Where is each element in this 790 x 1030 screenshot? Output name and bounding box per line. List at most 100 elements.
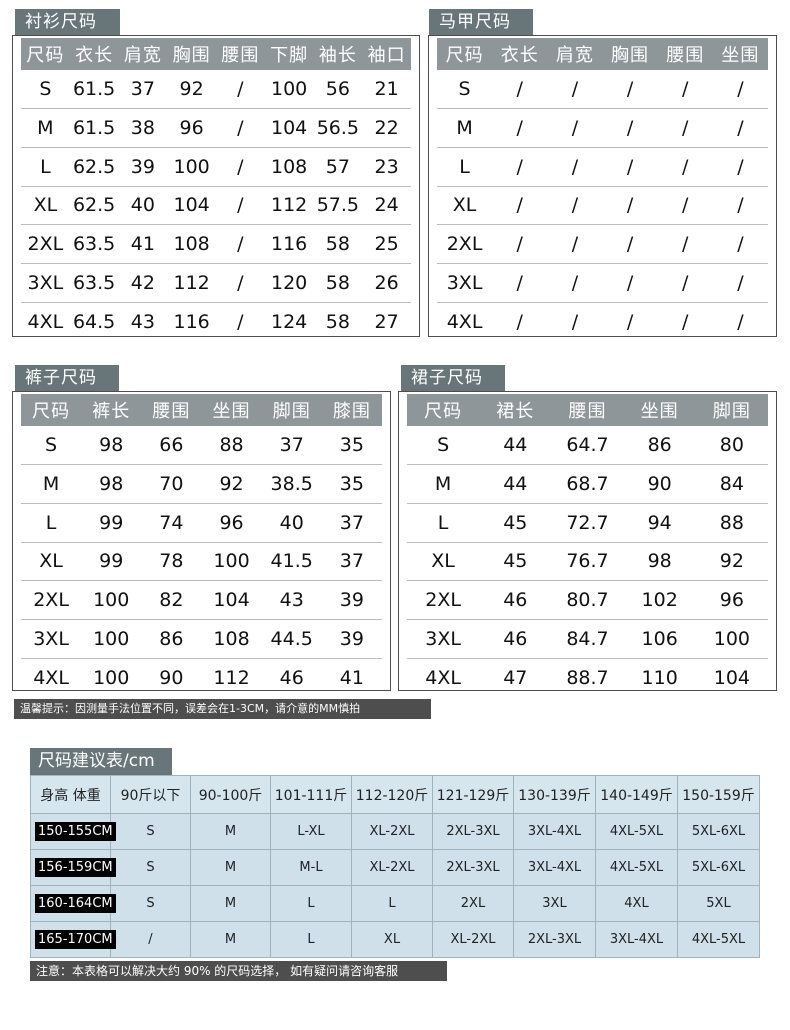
measurement-cell: / xyxy=(547,224,603,264)
measurement-cell: / xyxy=(657,224,713,264)
recommended-size-cell: M xyxy=(190,885,271,922)
column-header: 坐围 xyxy=(623,394,696,426)
measurement-cell: 86 xyxy=(141,619,202,659)
measurement-cell: 43 xyxy=(130,310,155,333)
skirt-size-tab: 裙子尺码 xyxy=(401,365,505,391)
size-label-cell: S xyxy=(21,70,70,110)
size-label-cell: 2XL xyxy=(21,224,70,264)
column-header: 坐围 xyxy=(712,38,768,70)
size-label-cell: L xyxy=(21,147,70,187)
shirt-size-tab: 衬衫尺码 xyxy=(15,9,120,35)
measurement-cell: 37 xyxy=(321,503,382,543)
measurement-cell: 64.5 xyxy=(72,310,116,333)
measurement-cell: / xyxy=(657,186,713,226)
column-header: 下脚 xyxy=(264,38,314,70)
measurement-cell: 104 xyxy=(167,186,216,226)
size-label-cell: 4XL xyxy=(446,310,483,333)
measurement-cell: / xyxy=(516,310,523,333)
measurement-cell: / xyxy=(712,224,768,264)
recommended-size-cell: XL-2XL xyxy=(351,849,433,886)
recommended-size-cell: 4XL-5XL xyxy=(677,921,760,958)
table-row: M 61.5 38 96/104 56.5 22 xyxy=(21,108,411,148)
measurement-cell: 44.5 xyxy=(261,619,322,659)
table-row: 3XL 100 86 108 44.5 39 xyxy=(21,619,382,659)
measurement-cell: / xyxy=(492,108,548,148)
measurement-cell: / xyxy=(237,310,244,333)
size-label-cell: S xyxy=(21,426,82,466)
size-label-cell: 4XL xyxy=(33,666,69,689)
measurement-cell: 21 xyxy=(362,70,411,110)
height-cell: 165-170CM xyxy=(30,921,116,958)
weight-header-cell: 90-100斤 xyxy=(190,775,271,814)
measurement-cell: 37 xyxy=(118,70,168,110)
column-header: 肩宽 xyxy=(547,38,603,70)
recommended-size-cell: M xyxy=(190,921,271,958)
recommended-size-cell: XL-2XL xyxy=(432,921,514,958)
recommend-row: 160-164CM S M L L 2XL 3XL 4XL 5XL xyxy=(30,885,760,922)
column-header: 衣长 xyxy=(492,38,548,70)
size-label-cell: 4XL xyxy=(425,666,461,689)
measurement-cell: / xyxy=(216,224,265,264)
column-header: 脚围 xyxy=(695,394,768,426)
recommended-size-cell: 4XL-5XL xyxy=(595,813,678,850)
size-label-cell: 2XL xyxy=(437,224,493,264)
measurement-cell: / xyxy=(547,70,603,110)
table-header-row: 尺码 衣长 肩宽 胸围 腰围 坐围 xyxy=(437,38,768,70)
measurement-cell: 88 xyxy=(201,426,262,466)
measurement-cell: 96 xyxy=(695,580,768,620)
table-row: 2XL / / / / / xyxy=(437,224,768,264)
table-row: S 61.5 37 92/100 56 21 xyxy=(21,70,411,110)
table-row: M 98 70 92 38.5 35 xyxy=(21,464,382,504)
recommended-size-cell: L xyxy=(351,885,433,922)
measurement-cell: 40 xyxy=(118,186,168,226)
measurement-cell: 58 xyxy=(313,224,363,264)
table-header-row: 尺码 裤长 腰围 坐围 脚围 膝围 xyxy=(21,394,382,426)
weight-header-cell: 90斤以下 xyxy=(110,775,191,814)
measurement-cell: 98 xyxy=(623,542,696,582)
recommended-size-cell: M xyxy=(190,849,271,886)
recommended-size-cell: XL-2XL xyxy=(351,813,433,850)
recommended-size-cell: 5XL xyxy=(677,885,760,922)
skirt-size-frame: 尺码 裙长 腰围 坐围 脚围 S 44 64.7 86 80 M 44 68.7 90 84 L 45 72.7… xyxy=(398,391,777,691)
measurement-cell: / xyxy=(712,70,768,110)
table-row: 4XL / / / / / xyxy=(437,302,768,341)
weight-header-cell: 121-129斤 xyxy=(432,775,514,814)
recommended-size-cell: M xyxy=(190,813,271,850)
measurement-cell: / xyxy=(712,108,768,148)
measurement-cell: 45 xyxy=(479,542,552,582)
measurement-cell: 96 xyxy=(201,503,262,543)
measurement-cell: 66 xyxy=(141,426,202,466)
measurement-cell: / xyxy=(216,263,265,303)
measurement-cell: 99 xyxy=(81,503,142,543)
measurement-cell: 22 xyxy=(362,108,411,148)
measurement-cell: 99 xyxy=(81,542,142,582)
recommended-size-cell: 2XL xyxy=(432,885,514,922)
measurement-cell: 46 xyxy=(279,666,304,689)
measurement-cell: / xyxy=(602,147,658,187)
recommend-row: 165-170CM / M L XL XL-2XL 2XL-3XL 3XL-4XL 4XL-5X… xyxy=(30,921,760,958)
measurement-cell: 104 xyxy=(201,580,262,620)
size-label-cell: 2XL xyxy=(21,580,82,620)
measurement-cell: 108 xyxy=(201,619,262,659)
table-row: M 44 68.7 90 84 xyxy=(407,464,768,504)
measurement-cell: / xyxy=(492,263,548,303)
size-recommend-table: 身高 体重 90斤以下 90-100斤 101-111斤 112-120斤 121-12… xyxy=(30,775,760,958)
measurement-cell: / xyxy=(492,147,548,187)
recommend-row: 150-155CM S M L-XL XL-2XL 2XL-3XL 3XL-4XL 4XL-5… xyxy=(30,813,760,850)
column-header: 裙长 xyxy=(479,394,552,426)
column-header: 尺码 xyxy=(407,394,480,426)
measurement-cell: 58 xyxy=(313,263,363,303)
measurement-cell: / xyxy=(712,186,768,226)
column-header: 胸围 xyxy=(167,38,216,70)
table-row: 3XL 63.5 42 112/120 58 26 xyxy=(21,263,411,303)
pants-size-frame: 尺码 裤长 腰围 坐围 脚围 膝围 S 98 66 88 37 35 M 98 70 92 38.5 35 L 99… xyxy=(12,391,391,691)
measurement-cell: / xyxy=(657,108,713,148)
size-label-cell: L xyxy=(21,503,82,543)
measurement-tip: 温馨提示：因测量手法位置不同，误差会在1-3CM，请介意的MM慎拍 xyxy=(14,699,431,719)
measurement-cell: 102 xyxy=(623,580,696,620)
column-header: 腰围 xyxy=(551,394,624,426)
measurement-cell: 100 xyxy=(264,70,314,110)
measurement-cell: 46 xyxy=(479,580,552,620)
column-header: 膝围 xyxy=(321,394,382,426)
size-label-cell: XL xyxy=(21,542,82,582)
